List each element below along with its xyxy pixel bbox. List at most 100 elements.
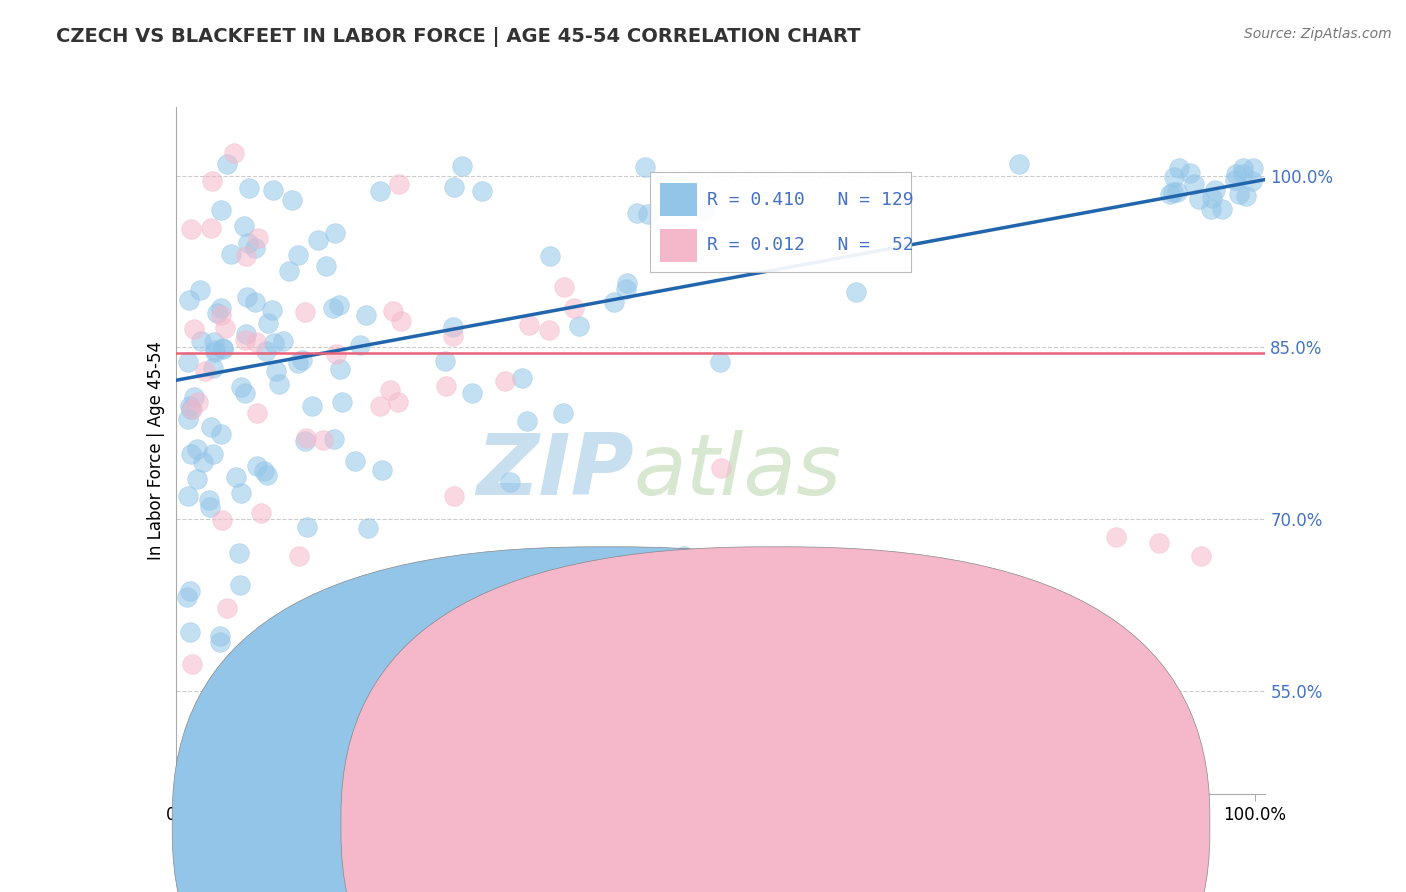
Point xyxy=(568,319,591,334)
Point xyxy=(494,374,516,388)
Point xyxy=(202,447,225,461)
Point xyxy=(1189,549,1212,563)
Point xyxy=(263,336,285,351)
Point xyxy=(673,549,696,563)
Point xyxy=(619,609,641,624)
Point xyxy=(349,338,371,352)
Point xyxy=(246,230,269,244)
Point xyxy=(198,493,221,508)
Point xyxy=(336,650,359,665)
Point xyxy=(644,715,666,730)
Point xyxy=(202,360,225,375)
Point xyxy=(294,434,316,449)
Point xyxy=(322,301,344,315)
Point xyxy=(312,433,335,447)
Point xyxy=(204,345,226,359)
Point xyxy=(1211,202,1233,216)
Point xyxy=(235,326,257,341)
Point xyxy=(209,635,232,649)
Point xyxy=(180,657,202,671)
Point xyxy=(553,280,575,294)
Text: Czechs: Czechs xyxy=(627,817,681,831)
Point xyxy=(1182,178,1205,192)
Point xyxy=(201,174,224,188)
Point xyxy=(553,406,575,420)
Point xyxy=(200,500,222,515)
Point xyxy=(295,519,318,533)
Point xyxy=(614,282,637,296)
Point xyxy=(1234,189,1257,203)
Point xyxy=(256,316,278,330)
Point xyxy=(371,463,394,477)
Point xyxy=(1227,186,1250,201)
Point xyxy=(229,578,252,592)
Point xyxy=(443,489,465,503)
Point xyxy=(1201,191,1223,205)
Point xyxy=(1232,168,1254,182)
Point xyxy=(233,386,256,401)
Point xyxy=(387,178,409,192)
Point xyxy=(211,513,233,527)
Point xyxy=(183,322,205,336)
Point xyxy=(211,341,233,355)
Point xyxy=(344,454,367,468)
Text: CZECH VS BLACKFEET IN LABOR FORCE | AGE 45-54 CORRELATION CHART: CZECH VS BLACKFEET IN LABOR FORCE | AGE … xyxy=(56,27,860,46)
Point xyxy=(191,455,214,469)
Point xyxy=(291,353,314,368)
Point xyxy=(693,203,716,218)
Point xyxy=(323,432,346,446)
Point xyxy=(228,546,250,560)
Point xyxy=(180,447,202,461)
Point xyxy=(177,489,200,503)
Point xyxy=(315,259,337,273)
Point xyxy=(287,356,309,370)
Point xyxy=(1161,185,1184,199)
Point xyxy=(710,460,733,475)
Point xyxy=(1188,192,1211,206)
Point xyxy=(709,354,731,368)
Point xyxy=(637,207,659,221)
Point xyxy=(579,683,602,698)
Point xyxy=(380,384,402,398)
Point xyxy=(451,159,474,173)
Point xyxy=(278,264,301,278)
Point xyxy=(1199,202,1222,216)
Point xyxy=(538,638,561,652)
Point xyxy=(354,308,377,322)
Point xyxy=(1163,169,1185,184)
Point xyxy=(538,249,561,263)
Bar xyxy=(661,183,697,216)
Point xyxy=(472,682,495,697)
Point xyxy=(190,334,212,348)
Point xyxy=(179,624,201,639)
Point xyxy=(260,303,283,318)
Point xyxy=(176,411,198,425)
Point xyxy=(461,385,484,400)
Point xyxy=(361,704,384,718)
Point xyxy=(1105,531,1128,545)
Point xyxy=(382,304,405,318)
Point xyxy=(264,363,287,377)
Point xyxy=(510,371,533,385)
Point xyxy=(262,183,284,197)
Text: Blackfeet: Blackfeet xyxy=(796,817,868,831)
Point xyxy=(245,335,267,350)
Point xyxy=(517,318,540,333)
Point xyxy=(1167,161,1189,176)
Point xyxy=(562,301,585,316)
Point xyxy=(330,394,353,409)
Point xyxy=(1204,183,1226,197)
Point xyxy=(235,334,257,348)
Point xyxy=(281,193,304,207)
Point xyxy=(1159,186,1181,201)
Point xyxy=(1008,157,1031,171)
Point xyxy=(214,321,236,335)
Point xyxy=(368,184,391,198)
Point xyxy=(209,427,232,442)
Point xyxy=(217,157,239,171)
Point xyxy=(433,354,456,368)
Point xyxy=(236,290,259,304)
Point xyxy=(1225,167,1247,181)
Point xyxy=(238,235,260,250)
Text: R = 0.012   N =  52: R = 0.012 N = 52 xyxy=(707,236,914,254)
